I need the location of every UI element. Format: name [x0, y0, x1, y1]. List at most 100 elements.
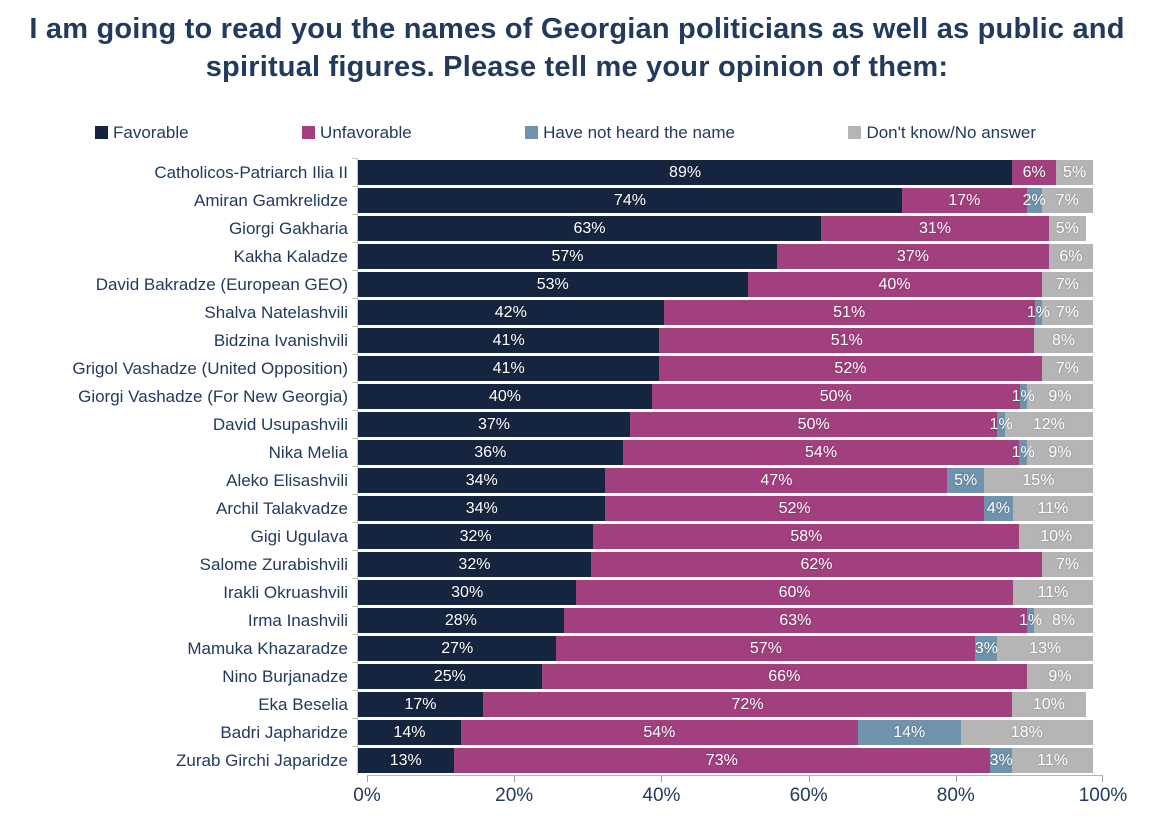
bar-segment-favorable: 89% [358, 160, 1013, 186]
bar-segment-value: 11% [1037, 751, 1068, 769]
category-label: Kakha Kaladze [233, 246, 348, 266]
legend-label: Don't know/No answer [866, 122, 1036, 142]
bar-segment-value: 18% [1010, 723, 1043, 741]
bar-segment-value: 11% [1037, 583, 1069, 601]
bar-segment-value: 32% [458, 555, 491, 573]
bar-segment-value: 7% [1055, 555, 1080, 573]
chart-row: Gigi Ugulava 32% 58% 10% [251, 521, 1093, 551]
stacked-bar: 63% 31% 5% [358, 216, 1093, 242]
x-axis-tick-label: 40% [642, 784, 681, 806]
category-label: Shalva Natelashvili [204, 302, 348, 322]
bar-segment-dont-know: 12% [1004, 412, 1093, 438]
stacked-bar: 27% 57% 3% 13% [358, 636, 1093, 662]
bar-segment-value: 7% [1055, 359, 1079, 377]
bar-segment-favorable: 57% [358, 244, 777, 270]
bar-segment-favorable: 53% [358, 272, 748, 298]
bar-segment-value: 74% [613, 191, 646, 209]
bar-segment-have-not-heard: 1% [1019, 608, 1042, 634]
bar-segment-value: 51% [830, 331, 863, 349]
legend-item: Have not heard the name [525, 123, 735, 143]
bar-chart-rows: Catholicos-Patriarch Ilia II 89% 6% 5% Amira… [72, 157, 1093, 775]
bar-segment-value: 8% [1052, 331, 1076, 349]
bar-segment-unfavorable: 6% [1012, 160, 1057, 186]
bar-segment-favorable: 34% [358, 496, 606, 522]
bar-segment-value: 14% [393, 723, 426, 741]
bar-segment-unfavorable: 72% [482, 692, 1013, 718]
bar-segment-dont-know: 8% [1034, 328, 1093, 354]
bar-segment-value: 37% [477, 415, 510, 433]
bar-segment-unfavorable: 57% [556, 636, 976, 662]
legend-item: Favorable [95, 123, 189, 143]
bar-segment-dont-know: 11% [1012, 580, 1093, 606]
bar-segment-value: 13% [389, 751, 422, 769]
bar-segment-value: 66% [768, 667, 801, 685]
category-label: Nika Melia [268, 442, 348, 462]
stacked-bar: 36% 54% 1% 9% [358, 440, 1093, 466]
bar-segment-value: 30% [451, 583, 484, 601]
category-label: Giorgi Gakharia [228, 218, 348, 238]
x-axis-tick-label: 20% [495, 784, 534, 806]
stacked-bar: 32% 62% 7% [358, 552, 1093, 578]
bar-segment-value: 1% [1026, 303, 1050, 321]
bar-segment-unfavorable: 63% [563, 608, 1027, 634]
bar-segment-value: 52% [778, 499, 811, 517]
bar-segment-value: 63% [573, 219, 606, 237]
bar-segment-dont-know: 5% [1048, 216, 1086, 242]
chart-row: Mamuka Khazaradze 27% 57% 3% 13% [187, 633, 1093, 663]
bar-segment-value: 7% [1055, 275, 1079, 293]
legend-swatch-icon [95, 126, 108, 140]
bar-segment-dont-know: 7% [1041, 356, 1093, 382]
category-label: David Bakradze (European GEO) [95, 274, 348, 294]
bar-segment-dont-know: 7% [1041, 188, 1093, 214]
chart-row: Eka Beselia 17% 72% 10% [258, 689, 1093, 719]
bar-segment-value: 52% [834, 359, 867, 377]
chart-row: Badri Japharidze 14% 54% 14% 18% [220, 717, 1093, 747]
bar-segment-unfavorable: 50% [652, 384, 1020, 410]
bar-segment-value: 47% [760, 471, 793, 489]
bar-segment-unfavorable: 31% [821, 216, 1049, 242]
bar-segment-value: 5% [1055, 219, 1079, 237]
bar-segment-value: 36% [474, 443, 507, 461]
bar-segment-favorable: 37% [358, 412, 630, 438]
category-label: Nino Burjanadze [222, 666, 348, 686]
chart-row: Shalva Natelashvili 42% 51% 1% 7% [204, 297, 1093, 327]
category-label: Irakli Okruashvili [223, 582, 348, 602]
bar-segment-value: 1% [1011, 387, 1035, 405]
legend-item: Don't know/No answer [848, 123, 1036, 143]
bar-segment-unfavorable: 17% [901, 188, 1027, 214]
bar-segment-value: 62% [800, 555, 833, 573]
bar-segment-value: 10% [1040, 527, 1073, 545]
x-axis-tick [808, 775, 810, 782]
bar-segment-value: 54% [805, 443, 838, 461]
bar-segment-value: 14% [893, 723, 926, 741]
bar-segment-value: 3% [974, 639, 998, 657]
bar-segment-value: 58% [790, 527, 823, 545]
bar-segment-unfavorable: 47% [605, 468, 948, 494]
bar-segment-favorable: 63% [358, 216, 822, 242]
bar-segment-unfavorable: 52% [605, 496, 984, 522]
bar-segment-value: 60% [778, 583, 811, 601]
bar-segment-value: 41% [492, 331, 525, 349]
bar-segment-value: 3% [989, 751, 1013, 769]
bar-segment-value: 41% [492, 359, 525, 377]
bar-segment-dont-know: 8% [1034, 608, 1093, 634]
bar-segment-value: 13% [1029, 639, 1062, 657]
bar-segment-favorable: 34% [358, 468, 606, 494]
legend-label: Have not heard the name [543, 122, 736, 142]
bar-segment-favorable: 27% [358, 636, 557, 662]
bar-segment-favorable: 41% [358, 328, 660, 354]
bar-segment-dont-know: 10% [1012, 692, 1086, 718]
stacked-bar: 42% 51% 1% 7% [358, 300, 1093, 326]
chart-row: David Usupashvili 37% 50% 1% 12% [213, 409, 1093, 439]
bar-segment-favorable: 13% [358, 748, 454, 774]
x-axis-tick [367, 775, 368, 782]
category-label: Eka Beselia [258, 694, 348, 714]
bar-segment-have-not-heard: 5% [947, 468, 984, 494]
bar-segment-value: 15% [1022, 471, 1055, 489]
category-label: Amiran Gamkrelidze [194, 190, 348, 210]
bar-segment-value: 50% [819, 387, 852, 405]
bar-segment-value: 9% [1048, 387, 1072, 405]
bar-segment-favorable: 40% [358, 384, 652, 410]
category-label: Catholicos-Patriarch Ilia II [154, 162, 348, 182]
bar-segment-value: 6% [1022, 163, 1046, 181]
